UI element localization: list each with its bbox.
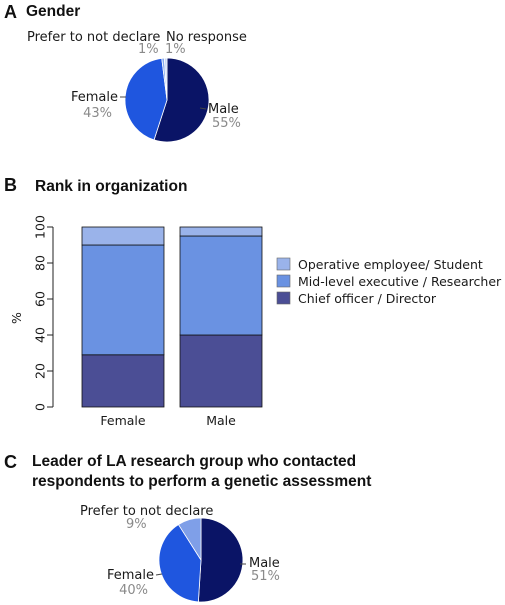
- pie-a-label-female: Female: [71, 90, 118, 105]
- panel-b-title: Rank in organization: [35, 178, 187, 195]
- panel-c-title-line2: respondents to perform a genetic assessm…: [32, 473, 371, 490]
- y-tick-label: 0: [33, 403, 48, 411]
- bar-female-chief-officer-director: [81, 354, 165, 408]
- bar-female-mid-level-executive-researcher: [81, 244, 165, 356]
- y-axis-label: %: [9, 312, 24, 324]
- legend-label-chief-officer-director: Chief officer / Director: [298, 291, 437, 306]
- legend-label-mid-level-executive-researcher: Mid-level executive / Researcher: [298, 274, 502, 289]
- pie-a-value-no-response: 1%: [165, 42, 186, 57]
- pie-c-value-prefer-not: 9%: [126, 517, 147, 532]
- pie-a-value-male: 55%: [212, 116, 241, 131]
- x-tick-label-male: Male: [206, 413, 236, 428]
- bar-male-mid-level-executive-researcher: [179, 235, 263, 336]
- panel-c-title-line1: Leader of LA research group who contacte…: [32, 453, 356, 470]
- y-tick-label: 80: [33, 255, 48, 271]
- bar-male-chief-officer-director: [179, 334, 263, 408]
- pie-a-slice-no-response: [163, 57, 168, 101]
- x-tick-label-female: Female: [100, 413, 146, 428]
- legend-swatch-mid-level-executive-researcher: [276, 274, 291, 288]
- panel-c-letter: C: [4, 452, 17, 472]
- y-tick-label: 20: [33, 363, 48, 379]
- pie-c-value-female: 40%: [119, 583, 148, 598]
- pie-c-label-prefer-not: Prefer to not declare: [80, 504, 213, 519]
- panel-a-title: Gender: [26, 3, 80, 20]
- pie-a-label-male: Male: [208, 102, 239, 117]
- pie-c-slice-prefer-to-not-declare: [177, 517, 202, 562]
- rank-legend: Operative employee/ Student Mid-level exe…: [276, 257, 502, 306]
- gender-pie: [124, 57, 210, 143]
- legend-swatch-operative-employee-student: [276, 257, 291, 271]
- y-tick-label: 60: [33, 291, 48, 307]
- pie-c-label-female: Female: [107, 568, 154, 583]
- y-tick-label: 100: [33, 215, 48, 239]
- pie-a-slice-male: [153, 57, 210, 143]
- pie-c-slice-male: [197, 517, 244, 603]
- pie-a-leader-male: [199, 107, 207, 110]
- pie-a-value-prefer-not: 1%: [138, 42, 159, 57]
- y-tick-label: 40: [33, 327, 48, 343]
- legend-swatch-chief-officer-director: [276, 291, 291, 305]
- pie-a-slice-female: [124, 57, 168, 141]
- panel-a-letter: A: [4, 2, 17, 22]
- leader-pie: [158, 517, 244, 603]
- pie-c-leader-female: [155, 573, 163, 576]
- pie-a-label-prefer-not: Prefer to not declare: [27, 30, 160, 45]
- bar-female-operative-employee-student: [81, 226, 165, 246]
- pie-a-label-no-response: No response: [166, 30, 247, 45]
- pie-c-value-male: 51%: [251, 569, 280, 584]
- panel-b-letter: B: [4, 175, 17, 195]
- rank-stacked-bar-chart: 0 20 40 60 80 100 Female Male: [33, 215, 263, 428]
- legend-label-operative-employee-student: Operative employee/ Student: [298, 257, 483, 272]
- pie-c-label-male: Male: [249, 556, 280, 571]
- bar-male-operative-employee-student: [179, 226, 263, 237]
- pie-a-value-female: 43%: [83, 106, 112, 121]
